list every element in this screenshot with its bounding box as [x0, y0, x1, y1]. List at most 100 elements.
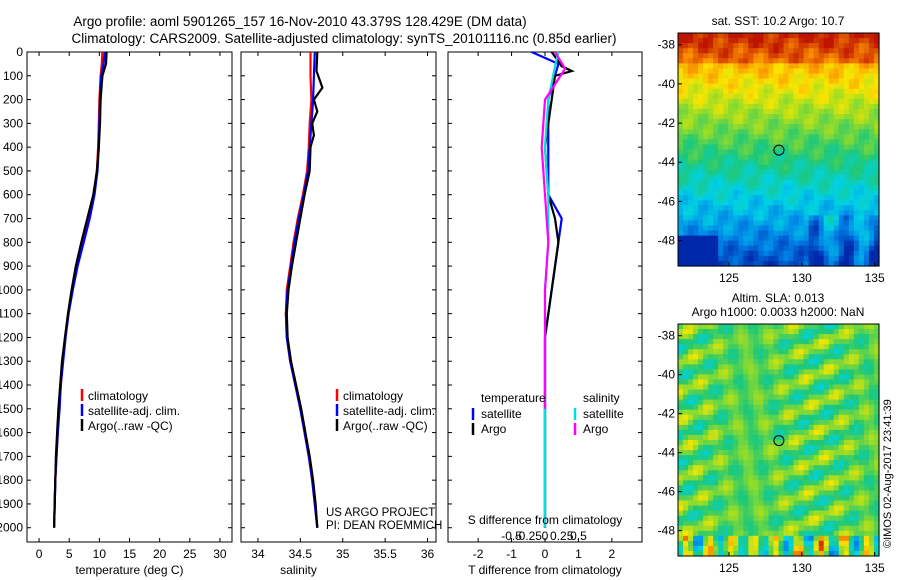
heatmap-cell [703, 384, 709, 391]
heatmap-cell [753, 530, 760, 537]
heatmap-cell [778, 124, 785, 130]
heatmap-cell [738, 394, 744, 401]
heatmap-cell [858, 83, 865, 90]
heatmap-cell [763, 73, 770, 80]
heatmap-cell [723, 103, 729, 110]
heatmap-cell [803, 540, 810, 547]
heatmap-cell [793, 139, 800, 146]
heatmap-cell [698, 535, 704, 542]
depth-tick-label: 1300 [0, 354, 23, 368]
heatmap-cell [763, 154, 770, 161]
heatmap-cell [823, 184, 830, 191]
heatmap-cell [863, 230, 870, 237]
heatmap-cell [768, 369, 775, 376]
heatmap-cell [718, 520, 724, 527]
heatmap-cell [728, 445, 734, 451]
heatmap-cell [803, 354, 810, 360]
heatmap-cell [703, 389, 709, 396]
heatmap-cell [768, 384, 775, 391]
heatmap-cell [808, 399, 815, 406]
heatmap-cell [703, 255, 709, 262]
heatmap-cell [708, 495, 714, 502]
heatmap-cell [858, 63, 865, 70]
heatmap-cell [833, 73, 840, 80]
heatmap-cell [808, 98, 815, 105]
heatmap-cell [748, 235, 754, 242]
heatmap-cell [818, 525, 825, 532]
heatmap-cell [858, 450, 865, 456]
heatmap-cell [833, 220, 840, 227]
heatmap-cell [873, 460, 880, 466]
heatmap-cell [873, 119, 880, 125]
heatmap-cell [813, 43, 820, 49]
heatmap-cell [783, 404, 790, 411]
heatmap-cell [838, 93, 845, 100]
heatmap-cell [683, 540, 689, 547]
heatmap-cell [688, 344, 694, 350]
heatmap-cell [708, 440, 714, 446]
heatmap-cell [843, 465, 850, 471]
heatmap-cell [698, 550, 704, 557]
heatmap-cell [718, 475, 724, 481]
heatmap-cell [803, 445, 810, 451]
heatmap-cell [688, 404, 694, 411]
heatmap-cell [858, 505, 865, 512]
heatmap-cell [833, 43, 840, 49]
heatmap-cell [803, 369, 810, 376]
heatmap-cell [823, 154, 830, 161]
heatmap-cell [763, 53, 770, 59]
heatmap-cell [863, 495, 870, 502]
heatmap-cell [833, 404, 840, 411]
heatmap-cell [828, 220, 835, 227]
heatmap-cell [738, 235, 744, 242]
heatmap-cell [738, 334, 744, 340]
heatmap-cell [678, 210, 684, 216]
heatmap-cell [793, 520, 800, 527]
heatmap-cell [828, 445, 835, 451]
heatmap-cell [833, 154, 840, 161]
heatmap-cell [753, 230, 760, 237]
heatmap-cell [778, 68, 785, 75]
heatmap-cell [688, 550, 694, 557]
heatmap-cell [873, 440, 880, 446]
heatmap-cell [788, 545, 795, 552]
heatmap-cell [748, 450, 754, 456]
heatmap-cell [808, 389, 815, 396]
heatmap-cell [873, 235, 880, 242]
heatmap-cell [743, 540, 749, 547]
heatmap-cell [733, 195, 739, 201]
heatmap-cell [763, 394, 770, 401]
heatmap-cell [758, 409, 765, 416]
heatmap-cell [713, 58, 719, 64]
heatmap-cell [678, 164, 684, 171]
heatmap-cell [838, 78, 845, 85]
heatmap-cell [703, 440, 709, 446]
heatmap-cell [678, 530, 684, 537]
heatmap-cell [728, 73, 734, 80]
heatmap-cell [778, 200, 785, 206]
heatmap-cell [843, 215, 850, 222]
heatmap-cell [753, 129, 760, 135]
heatmap-cell [688, 349, 694, 355]
heatmap-cell [848, 58, 855, 64]
heatmap-cell [733, 329, 739, 335]
heatmap-cell [718, 364, 724, 370]
heatmap-cell [733, 48, 739, 54]
heatmap-cell [783, 419, 790, 426]
x-tick-label: 125 [719, 271, 739, 285]
heatmap-cell [718, 129, 724, 135]
heatmap-cell [723, 220, 729, 227]
heatmap-cell [743, 399, 749, 406]
heatmap-cell [853, 535, 860, 542]
heatmap-cell [843, 134, 850, 140]
heatmap-cell [778, 399, 785, 406]
heatmap-cell [813, 344, 820, 350]
heatmap-cell [793, 88, 800, 95]
heatmap-cell [763, 103, 770, 110]
heatmap-cell [868, 33, 875, 39]
heatmap-cell [698, 525, 704, 532]
heatmap-cell [803, 460, 810, 466]
heatmap-cell [828, 149, 835, 156]
heatmap-cell [818, 445, 825, 451]
heatmap-cell [713, 369, 719, 376]
